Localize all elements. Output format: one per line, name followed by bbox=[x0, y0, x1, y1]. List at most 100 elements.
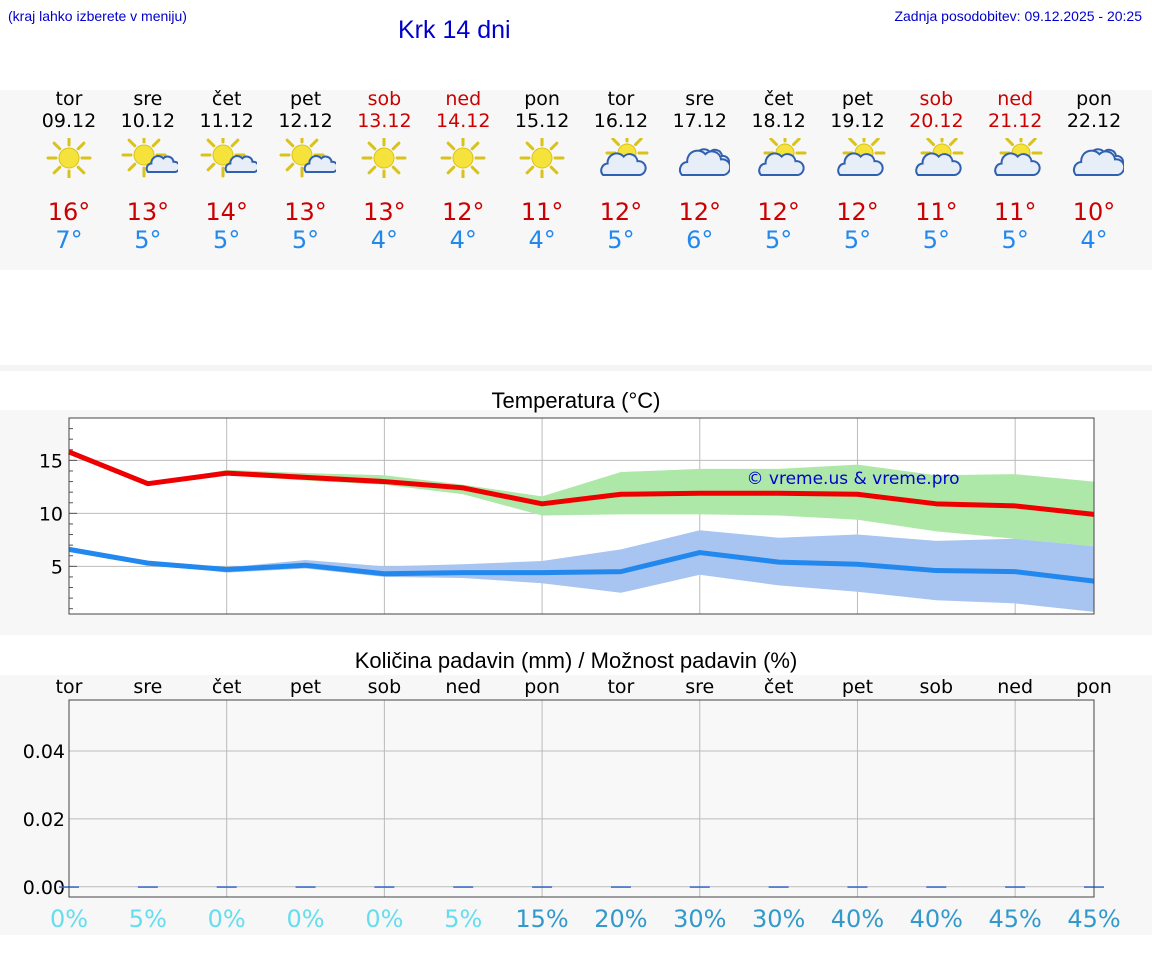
precip-bar bbox=[453, 886, 474, 888]
precip-bar bbox=[374, 886, 395, 888]
day-date: 17.12 bbox=[672, 110, 727, 132]
day-name: tor bbox=[55, 88, 83, 110]
day-column: sre 17.12 12° 6° bbox=[660, 88, 740, 254]
partly-cloudy-icon bbox=[994, 138, 1043, 176]
precip-probability: 30% bbox=[673, 905, 726, 933]
min-temperature: 5° bbox=[765, 226, 793, 254]
precip-bar bbox=[1005, 886, 1026, 888]
min-temperature: 4° bbox=[528, 226, 556, 254]
day-date: 21.12 bbox=[987, 110, 1043, 132]
min-temperature: 7° bbox=[55, 226, 83, 254]
day-date: 11.12 bbox=[199, 110, 254, 132]
max-temperature: 10° bbox=[1072, 198, 1116, 226]
day-name: čet bbox=[763, 88, 794, 110]
max-temperature: 11° bbox=[915, 198, 958, 226]
cloudy-icon bbox=[1073, 148, 1125, 176]
precip-chart-title: Količina padavin (mm) / Možnost padavin … bbox=[354, 648, 798, 673]
precip-day-label: čet bbox=[764, 676, 794, 698]
day-date: 12.12 bbox=[278, 110, 333, 132]
day-column: ned 14.12 12° 4° bbox=[423, 88, 503, 254]
day-name: tor bbox=[607, 88, 635, 110]
day-column: pet 19.12 12° 5° bbox=[818, 88, 898, 254]
y-tick-label: 15 bbox=[39, 450, 63, 472]
last-update: Zadnja posodobitev: 09.12.2025 - 20:25 bbox=[894, 8, 1142, 24]
sun-icon bbox=[361, 138, 407, 178]
day-date: 16.12 bbox=[593, 110, 649, 132]
min-temperature: 5° bbox=[134, 226, 162, 254]
day-column: čet 11.12 14° 5° bbox=[187, 88, 267, 254]
max-temperature: 13° bbox=[126, 198, 170, 226]
precip-plot-frame bbox=[68, 699, 1095, 898]
precip-day-label: pon bbox=[1076, 676, 1112, 698]
min-temperature: 5° bbox=[843, 226, 872, 254]
plot-frame bbox=[68, 417, 1095, 615]
separator bbox=[0, 365, 1152, 371]
precip-probability: 0% bbox=[208, 905, 246, 933]
temperature-chart: 5 10 15 © vreme.us & vreme.pro bbox=[39, 417, 1095, 615]
day-name: čet bbox=[211, 88, 242, 110]
day-name: pet bbox=[289, 88, 322, 110]
day-column: tor 09.12 16° 7° bbox=[29, 88, 109, 254]
precip-day-label: sob bbox=[368, 676, 402, 698]
day-name: ned bbox=[997, 88, 1034, 110]
precip-bar bbox=[768, 886, 789, 888]
day-name: pon bbox=[524, 88, 560, 110]
max-temperature: 11° bbox=[993, 198, 1037, 226]
precip-day-label: čet bbox=[212, 676, 242, 698]
partly-cloudy-icon bbox=[915, 138, 964, 176]
precip-probability: 15% bbox=[515, 905, 568, 933]
day-name: sre bbox=[685, 88, 715, 110]
day-name: pon bbox=[1076, 88, 1112, 110]
precip-day-label: tor bbox=[56, 676, 83, 698]
watermark: © vreme.us & vreme.pro bbox=[746, 469, 959, 489]
day-name: sre bbox=[133, 88, 163, 110]
forecast-band bbox=[0, 90, 1152, 270]
partly-cloudy-icon bbox=[836, 138, 885, 176]
max-temperature: 12° bbox=[599, 198, 643, 226]
sun-small-cloud-icon bbox=[200, 138, 257, 178]
day-column: pet 12.12 13° 5° bbox=[266, 88, 346, 254]
day-column: čet 18.12 12° 5° bbox=[739, 88, 819, 254]
tmax-line bbox=[68, 449, 1095, 517]
day-date: 22.12 bbox=[1066, 110, 1122, 132]
precip-probability: 40% bbox=[831, 905, 884, 933]
sun-icon bbox=[440, 138, 486, 178]
partly-cloudy-icon bbox=[757, 138, 807, 176]
precip-day-label: pet bbox=[290, 676, 321, 698]
day-date: 14.12 bbox=[436, 110, 491, 132]
precip-day-label: sre bbox=[133, 676, 162, 698]
precip-plot-area bbox=[69, 700, 1094, 897]
max-temperature: 12° bbox=[757, 198, 800, 226]
min-temperature: 4° bbox=[370, 226, 399, 254]
precip-bar bbox=[610, 886, 631, 888]
max-temperature: 12° bbox=[836, 198, 879, 226]
day-column: pon 15.12 11° 4° bbox=[502, 88, 582, 254]
min-temperature: 4° bbox=[1080, 226, 1108, 254]
precip-day-label: sob bbox=[920, 676, 954, 698]
y-tick-label: 0.00 bbox=[23, 877, 65, 899]
precip-bar bbox=[295, 886, 316, 888]
day-column: pon 22.12 10° 4° bbox=[1054, 88, 1134, 254]
y-tick-label: 0.02 bbox=[23, 809, 65, 831]
precip-probability: 45% bbox=[1067, 905, 1120, 933]
day-name: ned bbox=[445, 88, 482, 110]
max-temperature: 12° bbox=[441, 198, 485, 226]
precip-probability: 5% bbox=[444, 905, 482, 933]
y-tick-label: 0.04 bbox=[23, 741, 65, 763]
max-temperature: 14° bbox=[205, 198, 248, 226]
max-temperature: 11° bbox=[520, 198, 564, 226]
sun-small-cloud-icon bbox=[121, 138, 178, 178]
precip-day-label: ned bbox=[997, 676, 1033, 698]
day-column: sob 13.12 13° 4° bbox=[344, 88, 424, 254]
day-date: 20.12 bbox=[909, 110, 964, 132]
cloudy-icon bbox=[678, 148, 730, 176]
precip-probability: 5% bbox=[129, 905, 167, 933]
min-temperature: 5° bbox=[1001, 226, 1029, 254]
max-temperature: 16° bbox=[47, 198, 91, 226]
precip-day-label: ned bbox=[445, 676, 481, 698]
precip-bar bbox=[137, 886, 158, 888]
precip-bar bbox=[216, 886, 237, 888]
sun-icon bbox=[519, 138, 565, 178]
precip-bar bbox=[689, 886, 710, 888]
max-temperature: 13° bbox=[284, 198, 327, 226]
